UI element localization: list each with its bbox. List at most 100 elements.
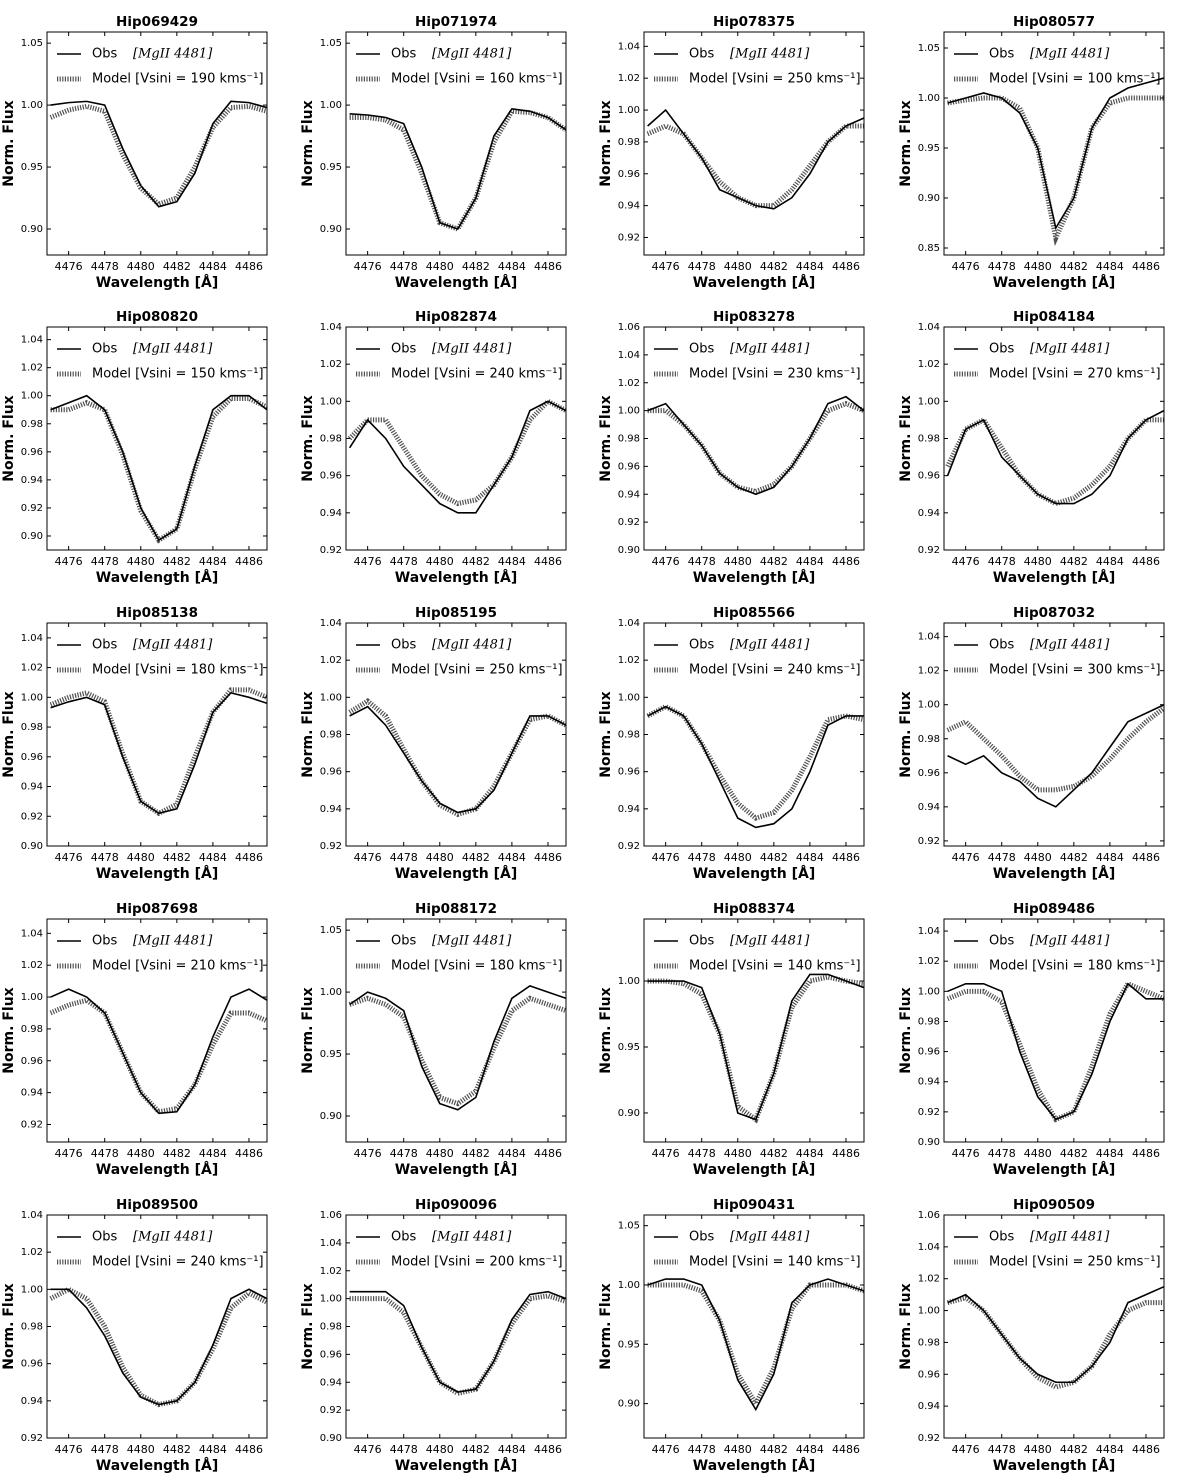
panel-title: Hip069429	[116, 14, 198, 30]
x-tick-label: 4476	[55, 260, 83, 273]
y-tick-label: 1.00	[618, 1280, 640, 1291]
y-tick-label: 0.98	[320, 434, 342, 445]
panel-title: Hip078375	[713, 14, 795, 30]
legend-label: Model [Vsini = 240 kms⁻¹]	[391, 367, 563, 382]
legend-label: Obs	[92, 1230, 117, 1245]
panel-title: Hip087032	[1013, 605, 1095, 621]
annotation: [MgII 4481]	[432, 342, 512, 357]
panel: Hip082874 Norm. Flux Wavelength [Å] 4476 447…	[300, 309, 567, 586]
legend-label: Model [Vsini = 250 kms⁻¹]	[689, 72, 861, 87]
y-tick-label: 0.85	[918, 243, 940, 254]
x-tick-label: 4484	[199, 851, 227, 864]
panel-title: Hip084184	[1013, 309, 1095, 325]
x-tick-label: 4482	[163, 851, 191, 864]
x-axis-label: Wavelength [Å]	[96, 865, 218, 882]
x-tick-label: 4486	[832, 1443, 860, 1456]
annotation: [MgII 4481]	[133, 342, 213, 357]
y-tick-label: 1.02	[320, 1266, 342, 1277]
y-axis-label: Norm. Flux	[300, 987, 316, 1073]
y-tick-label: 0.94	[320, 1377, 342, 1388]
panel-title: Hip089486	[1013, 901, 1095, 917]
y-tick-label: 0.92	[918, 1433, 940, 1444]
annotation: [MgII 4481]	[133, 638, 213, 653]
y-tick-label: 1.00	[21, 992, 43, 1003]
panel: Hip088374 Norm. Flux Wavelength [Å] 4476 447…	[598, 901, 865, 1178]
legend-label: Obs	[391, 638, 416, 653]
series-line	[647, 108, 864, 210]
x-tick-label: 4486	[832, 851, 860, 864]
panel: Hip084184 Norm. Flux Wavelength [Å] 4476 447…	[898, 309, 1165, 586]
x-tick-label: 4484	[1096, 1147, 1124, 1160]
x-tick-label: 4480	[724, 260, 752, 273]
y-tick-label: 0.96	[618, 169, 640, 180]
y-tick-label: 1.00	[918, 1306, 940, 1317]
y-tick-label: 0.90	[320, 1433, 342, 1444]
y-tick-label: 0.98	[21, 419, 43, 430]
y-axis-label: Norm. Flux	[300, 1283, 316, 1369]
legend-label: Obs	[92, 47, 117, 62]
x-axis-label: Wavelength [Å]	[395, 274, 517, 291]
y-tick-label: 0.90	[918, 193, 940, 204]
y-tick-label: 0.94	[21, 1396, 43, 1407]
x-tick-label: 4478	[91, 1147, 119, 1160]
x-tick-label: 4486	[235, 555, 263, 568]
x-tick-label: 4484	[498, 555, 526, 568]
y-tick-label: 0.90	[320, 224, 342, 235]
x-axis-label: Wavelength [Å]	[993, 569, 1115, 586]
y-tick-label: 0.92	[21, 1433, 43, 1444]
y-tick-label: 0.96	[918, 471, 940, 482]
legend-label: Model [Vsini = 190 kms⁻¹]	[92, 72, 264, 87]
legend-label: Obs	[989, 1230, 1014, 1245]
x-tick-label: 4482	[1060, 851, 1088, 864]
x-tick-label: 4482	[760, 1443, 788, 1456]
series-line	[49, 997, 267, 1115]
x-tick-label: 4486	[235, 1443, 263, 1456]
plot-frame	[46, 31, 268, 256]
x-axis-label: Wavelength [Å]	[96, 1457, 218, 1474]
x-axis-label: Wavelength [Å]	[96, 569, 218, 586]
x-tick-label: 4476	[55, 1147, 83, 1160]
y-tick-label: 0.98	[618, 434, 640, 445]
y-tick-label: 1.04	[21, 1210, 43, 1221]
annotation: [MgII 4481]	[133, 47, 213, 62]
legend-label: Model [Vsini = 200 kms⁻¹]	[391, 1255, 563, 1270]
y-tick-label: 0.94	[918, 1077, 940, 1088]
x-tick-label: 4480	[724, 1443, 752, 1456]
x-tick-label: 4482	[163, 1147, 191, 1160]
y-tick-label: 0.92	[918, 545, 940, 556]
series-line	[50, 100, 267, 208]
legend-label: Model [Vsini = 180 kms⁻¹]	[391, 959, 563, 974]
x-tick-label: 4486	[1132, 555, 1160, 568]
plot-frame	[643, 622, 865, 847]
x-tick-label: 4486	[534, 555, 562, 568]
plot-frame	[643, 918, 865, 1143]
plot-frame	[345, 326, 567, 551]
y-tick-label: 1.04	[320, 618, 342, 629]
x-tick-label: 4480	[426, 1147, 454, 1160]
y-tick-label: 1.00	[918, 396, 940, 407]
y-tick-label: 0.94	[320, 804, 342, 815]
y-tick-label: 0.94	[21, 1088, 43, 1099]
y-tick-label: 0.98	[918, 734, 940, 745]
x-axis-label: Wavelength [Å]	[395, 569, 517, 586]
x-tick-label: 4476	[354, 1443, 382, 1456]
x-axis-label: Wavelength [Å]	[993, 865, 1115, 882]
x-tick-label: 4476	[354, 851, 382, 864]
legend-label: Model [Vsini = 160 kms⁻¹]	[391, 72, 563, 87]
x-tick-label: 4482	[462, 260, 490, 273]
y-tick-label: 0.98	[918, 1016, 940, 1027]
plot-frame	[943, 326, 1165, 551]
x-axis-label: Wavelength [Å]	[693, 274, 815, 291]
x-axis-label: Wavelength [Å]	[693, 1161, 815, 1178]
x-tick-label: 4476	[652, 1443, 680, 1456]
y-tick-label: 1.04	[918, 1242, 940, 1253]
panel-title: Hip085195	[415, 605, 497, 621]
panel: Hip090431 Norm. Flux Wavelength [Å] 4476 447…	[598, 1197, 865, 1474]
x-axis-label: Wavelength [Å]	[993, 1457, 1115, 1474]
y-tick-label: 0.92	[918, 836, 940, 847]
panel-title: Hip082874	[415, 309, 497, 325]
panel: Hip085195 Norm. Flux Wavelength [Å] 4476 447…	[300, 605, 567, 882]
x-axis-label: Wavelength [Å]	[395, 1457, 517, 1474]
x-tick-label: 4484	[796, 260, 824, 273]
